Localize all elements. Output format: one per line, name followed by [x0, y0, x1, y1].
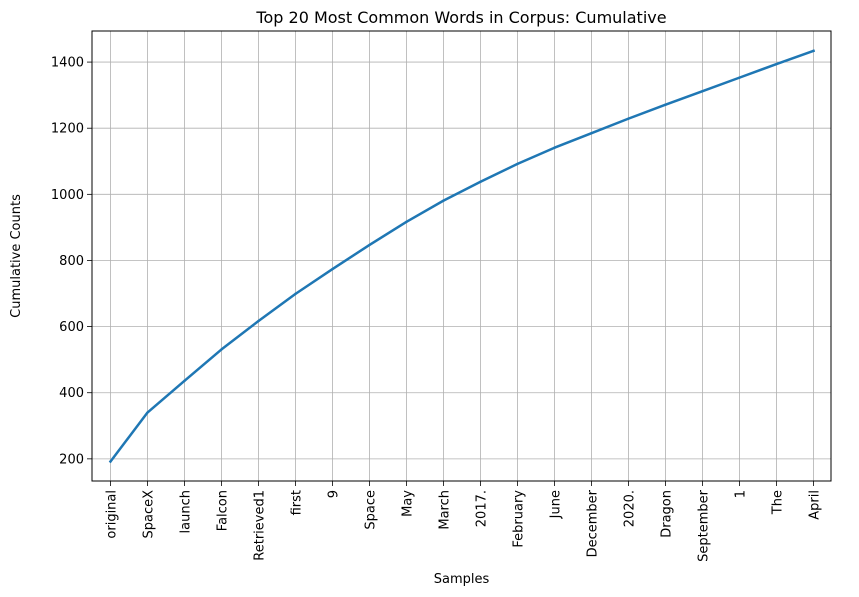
x-tick-label: launch: [179, 490, 194, 533]
series-layer: [108, 49, 816, 464]
data-point: [183, 379, 186, 383]
x-tick-label: May: [401, 490, 416, 517]
y-tick-label: 400: [59, 386, 84, 401]
x-tick-label: 9: [327, 490, 342, 498]
data-point: [590, 131, 593, 135]
x-tick-label: April: [808, 490, 823, 520]
series-line: [108, 49, 816, 464]
plot-frame: [91, 30, 832, 482]
data-point: [627, 117, 630, 120]
x-tick-label: Dragon: [660, 490, 675, 538]
data-point: [738, 76, 741, 79]
x-tick-label: 2017.: [475, 490, 490, 527]
x-tick-label: SpaceX: [142, 490, 157, 539]
data-point: [368, 243, 371, 247]
data-point: [479, 180, 482, 183]
y-tick-label: 1000: [51, 188, 84, 203]
data-point: [220, 348, 223, 351]
data-point: [812, 49, 815, 53]
data-point: [146, 411, 149, 414]
x-tick-label: Space: [364, 490, 379, 530]
x-axis-label: Samples: [434, 572, 490, 587]
y-tick-label: 1400: [51, 56, 84, 71]
x-tick-label: February: [512, 490, 527, 548]
data-point: [257, 319, 260, 323]
x-tick-label: The: [771, 490, 786, 515]
data-point: [664, 103, 667, 106]
grid: [92, 31, 831, 481]
data-point: [294, 292, 297, 296]
x-tick-label: June: [549, 490, 564, 519]
data-point: [553, 146, 556, 149]
x-tick-label: Retrieved1: [253, 490, 268, 561]
data-point: [331, 267, 334, 271]
x-tick-label: original: [105, 490, 120, 539]
data-point: [516, 162, 519, 166]
x-tick-label: first: [290, 490, 305, 515]
x-tick-label: Falcon: [216, 490, 231, 531]
y-tick-label: 600: [59, 320, 84, 335]
x-tick-label: 2020.: [623, 490, 638, 527]
x-tick-label: March: [438, 490, 453, 530]
y-tick-label: 1200: [51, 122, 84, 137]
data-point: [405, 220, 408, 223]
data-point: [775, 62, 778, 66]
data-point: [701, 89, 704, 93]
x-tick-label: 1: [734, 490, 749, 498]
ticks: original SpaceX launch Falcon Retrieved1 firs…: [51, 56, 823, 562]
x-tick-label: December: [586, 489, 601, 557]
x-tick-label: September: [697, 489, 712, 562]
y-axis-label: Cumulative Counts: [9, 194, 24, 318]
y-tick-label: 200: [59, 452, 84, 467]
data-point: [109, 460, 112, 463]
data-point: [442, 199, 445, 202]
chart-title: Top 20 Most Common Words in Corpus: Cumu…: [255, 8, 666, 27]
y-tick-label: 800: [59, 254, 84, 269]
